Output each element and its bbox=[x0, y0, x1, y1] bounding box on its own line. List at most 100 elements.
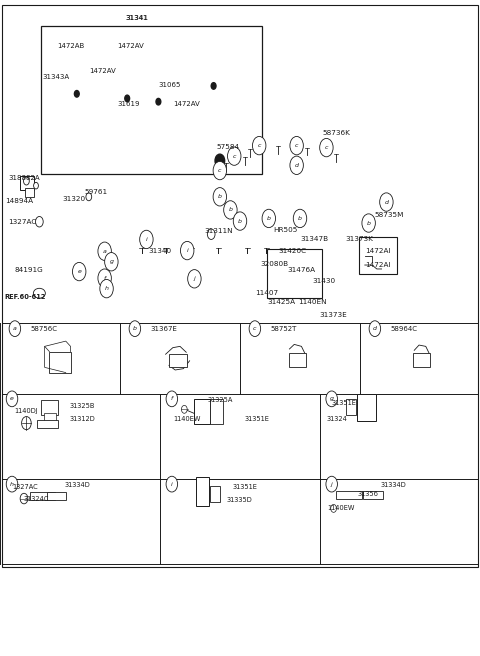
Circle shape bbox=[36, 216, 43, 227]
Text: 31320: 31320 bbox=[62, 196, 85, 203]
Text: b: b bbox=[298, 216, 302, 221]
Circle shape bbox=[105, 253, 118, 271]
Bar bbox=[336, 491, 362, 499]
Circle shape bbox=[24, 177, 29, 185]
Bar bbox=[210, 486, 220, 502]
Circle shape bbox=[249, 321, 261, 337]
Text: b: b bbox=[238, 218, 242, 224]
Text: REF.60-612: REF.60-612 bbox=[5, 294, 46, 300]
Circle shape bbox=[125, 95, 130, 102]
Circle shape bbox=[252, 136, 266, 155]
Circle shape bbox=[320, 138, 333, 157]
Circle shape bbox=[228, 147, 241, 165]
Text: 31325B: 31325B bbox=[70, 403, 95, 409]
Text: 31619: 31619 bbox=[118, 100, 140, 107]
Bar bbox=[47, 492, 66, 500]
Circle shape bbox=[369, 321, 381, 337]
Text: h: h bbox=[105, 286, 108, 291]
Circle shape bbox=[213, 161, 227, 180]
Circle shape bbox=[166, 476, 178, 492]
Ellipse shape bbox=[33, 288, 45, 298]
Text: c: c bbox=[324, 145, 328, 150]
Bar bbox=[196, 477, 209, 506]
Text: g: g bbox=[330, 396, 334, 401]
Text: 57584: 57584 bbox=[216, 144, 239, 150]
Text: 31324: 31324 bbox=[326, 415, 347, 422]
Bar bbox=[357, 394, 376, 421]
Circle shape bbox=[380, 193, 393, 211]
Text: 59761: 59761 bbox=[84, 188, 107, 195]
Text: 1140EW: 1140EW bbox=[327, 505, 355, 512]
Text: g: g bbox=[109, 259, 113, 264]
Text: 1140EW: 1140EW bbox=[173, 415, 200, 422]
Text: c: c bbox=[218, 168, 222, 173]
Circle shape bbox=[72, 262, 86, 281]
Bar bbox=[289, 353, 306, 367]
Text: HR505: HR505 bbox=[274, 226, 298, 233]
Text: b: b bbox=[228, 207, 232, 213]
Text: d: d bbox=[373, 326, 377, 331]
Text: c: c bbox=[253, 326, 257, 331]
Text: 31347B: 31347B bbox=[300, 236, 328, 242]
Circle shape bbox=[262, 209, 276, 228]
Bar bbox=[44, 413, 56, 421]
Text: 31373K: 31373K bbox=[346, 236, 373, 242]
Bar bbox=[169, 354, 187, 367]
Circle shape bbox=[74, 91, 79, 97]
Text: 31420C: 31420C bbox=[278, 247, 307, 254]
Text: 31311N: 31311N bbox=[204, 228, 233, 234]
Text: 31351E: 31351E bbox=[233, 483, 258, 490]
Text: i: i bbox=[186, 248, 188, 253]
Text: 318882A: 318882A bbox=[9, 175, 40, 182]
Text: h: h bbox=[10, 482, 14, 487]
Text: f: f bbox=[171, 396, 173, 401]
Text: 31325A: 31325A bbox=[207, 397, 233, 403]
Text: b: b bbox=[218, 194, 222, 199]
Circle shape bbox=[362, 214, 375, 232]
Bar bbox=[30, 492, 55, 500]
Text: 58756C: 58756C bbox=[30, 325, 57, 332]
Text: 31335D: 31335D bbox=[227, 497, 252, 503]
Text: a: a bbox=[13, 326, 17, 331]
Circle shape bbox=[6, 391, 18, 407]
Circle shape bbox=[98, 242, 111, 260]
Bar bbox=[37, 420, 58, 428]
Bar bbox=[413, 353, 430, 367]
Circle shape bbox=[290, 156, 303, 174]
Circle shape bbox=[293, 209, 307, 228]
Bar bbox=[41, 400, 58, 415]
Text: 1472AV: 1472AV bbox=[118, 43, 144, 49]
Text: 84191G: 84191G bbox=[14, 267, 43, 274]
Circle shape bbox=[213, 188, 227, 206]
Text: 1140DJ: 1140DJ bbox=[14, 408, 38, 415]
Text: 1327AC: 1327AC bbox=[12, 483, 38, 490]
Circle shape bbox=[180, 241, 194, 260]
Text: c: c bbox=[257, 143, 261, 148]
Circle shape bbox=[211, 83, 216, 89]
Text: 58964C: 58964C bbox=[390, 325, 417, 332]
Text: 1472AV: 1472AV bbox=[89, 68, 116, 74]
Text: c: c bbox=[232, 154, 236, 159]
Text: b: b bbox=[367, 220, 371, 226]
Circle shape bbox=[326, 476, 337, 492]
Text: 31334D: 31334D bbox=[65, 482, 91, 489]
Circle shape bbox=[331, 504, 336, 512]
Bar bbox=[267, 249, 322, 298]
Text: 31351E: 31351E bbox=[331, 400, 356, 407]
Circle shape bbox=[166, 391, 178, 407]
Text: 31341: 31341 bbox=[126, 15, 148, 22]
Text: b: b bbox=[267, 216, 271, 221]
Circle shape bbox=[9, 321, 21, 337]
Text: e: e bbox=[77, 269, 81, 274]
Text: 31334D: 31334D bbox=[381, 482, 407, 489]
Bar bbox=[194, 399, 210, 424]
Bar bbox=[20, 176, 34, 190]
Circle shape bbox=[156, 98, 161, 105]
Circle shape bbox=[129, 321, 141, 337]
Text: 1472AB: 1472AB bbox=[58, 43, 85, 49]
Text: i: i bbox=[145, 237, 147, 242]
Text: 31340: 31340 bbox=[149, 247, 172, 254]
Text: 32080B: 32080B bbox=[261, 260, 289, 267]
Bar bbox=[25, 188, 34, 197]
Text: 31065: 31065 bbox=[158, 82, 181, 89]
